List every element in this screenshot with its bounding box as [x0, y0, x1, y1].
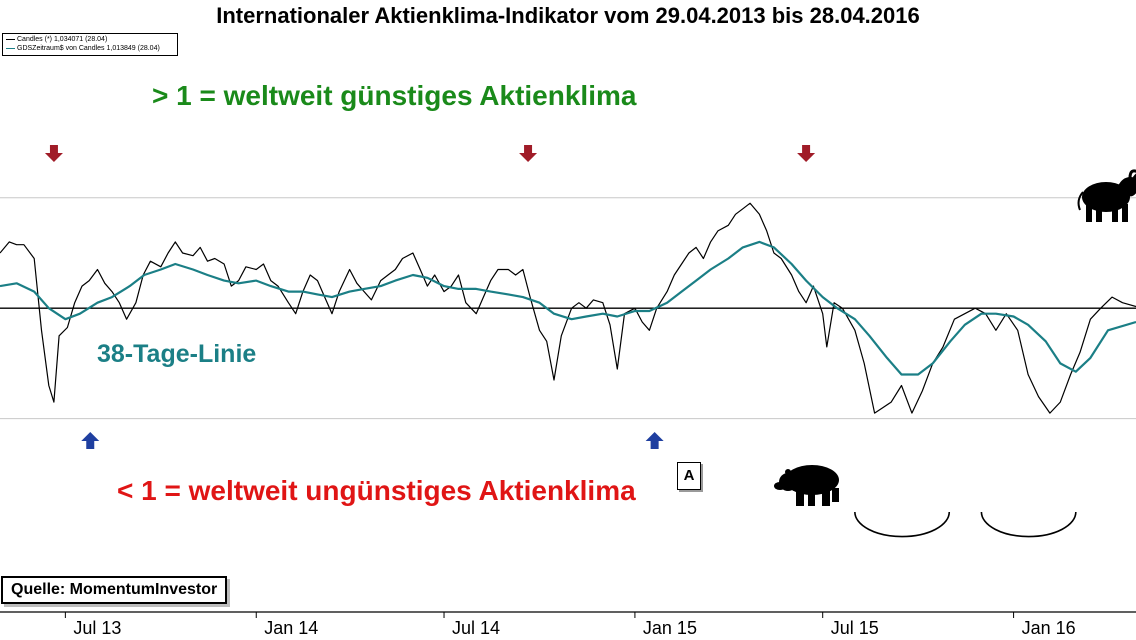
x-tick-label: Jan 15: [642, 618, 697, 638]
bull-icon: [1077, 169, 1136, 222]
annotation-negative-climate: < 1 = weltweit ungünstiges Aktienklima: [117, 475, 636, 506]
annotation-positive-climate: > 1 = weltweit günstiges Aktienklima: [152, 80, 637, 111]
sell-arrow-icon: [44, 145, 63, 162]
legend-label-candles: Candles (*) 1,034071 (28.04): [17, 36, 108, 43]
buy-arrow-icon: [81, 432, 100, 449]
legend-swatch-moving-average: [6, 48, 15, 49]
signal-arrows: [44, 145, 816, 449]
annotation-moving-average: 38-Tage-Linie: [97, 340, 257, 368]
legend-label-moving-average: GDSZeitraum$ von Candles 1,013849 (28.04…: [17, 45, 160, 52]
sell-arrow-icon: [797, 145, 816, 162]
annotation-marker-a: A: [677, 462, 701, 490]
icon-layer: [774, 169, 1136, 506]
chart-legend: Candles (*) 1,034071 (28.04) GDSZeitraum…: [2, 33, 178, 56]
series-line-moving-average: [0, 240, 1136, 376]
source-label: Quelle: MomentumInvestor: [1, 576, 228, 604]
x-tick-label: Jul 13: [73, 618, 122, 638]
bottom-arc: [980, 511, 1077, 538]
bottom-arc: [854, 511, 951, 538]
sell-arrow-icon: [519, 145, 538, 162]
x-tick-label: Jan 14: [264, 618, 319, 638]
legend-entry-candles: Candles (*) 1,034071 (28.04): [6, 35, 174, 44]
x-tick-label: Jul 15: [830, 618, 879, 638]
buy-arrow-icon: [645, 432, 664, 449]
legend-swatch-candles: [6, 39, 15, 40]
x-tick-label: Jan 16: [1021, 618, 1076, 638]
bear-icon: [774, 465, 839, 506]
grid-layer: [0, 197, 1136, 618]
chart-title: Internationaler Aktienklima-Indikator vo…: [216, 3, 920, 28]
legend-entry-moving-average: GDSZeitraum$ von Candles 1,013849 (28.04…: [6, 44, 174, 53]
series-line-candles: [0, 202, 1136, 414]
x-tick-label: Jul 14: [452, 618, 501, 638]
bottom-arcs: [854, 511, 1077, 538]
series-layer: [0, 202, 1136, 414]
